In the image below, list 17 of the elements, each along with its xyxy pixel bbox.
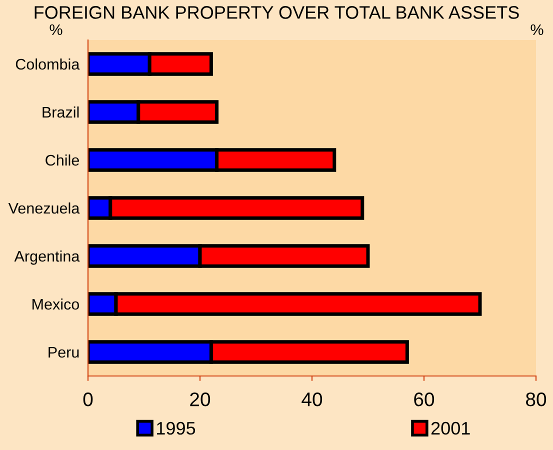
x-tick-label: 60: [414, 392, 434, 406]
y-tick-label: Chile: [46, 154, 79, 166]
x-tick-label: 40: [302, 392, 322, 406]
legend-label: 1995: [157, 422, 196, 435]
y-tick-label: Peru: [48, 347, 79, 358]
text: %: [50, 24, 62, 36]
y-tick-label: Venezuela: [8, 202, 80, 214]
x-tick-label: 80: [526, 392, 546, 406]
text: %: [530, 24, 544, 36]
x-tick-label: 0: [83, 392, 93, 406]
y-tick-label: Colombia: [16, 58, 80, 70]
chart-title: FOREIGN BANK PROPERTY OVER TOTAL BANK ASSETS: [34, 6, 519, 19]
y-tick-label: Brazil: [42, 106, 79, 118]
legend-label: 2001: [431, 422, 470, 435]
y-tick-label: Argentina: [14, 250, 80, 265]
x-tick-label: 20: [190, 392, 210, 406]
y-tick-label: Mexico: [32, 298, 80, 310]
